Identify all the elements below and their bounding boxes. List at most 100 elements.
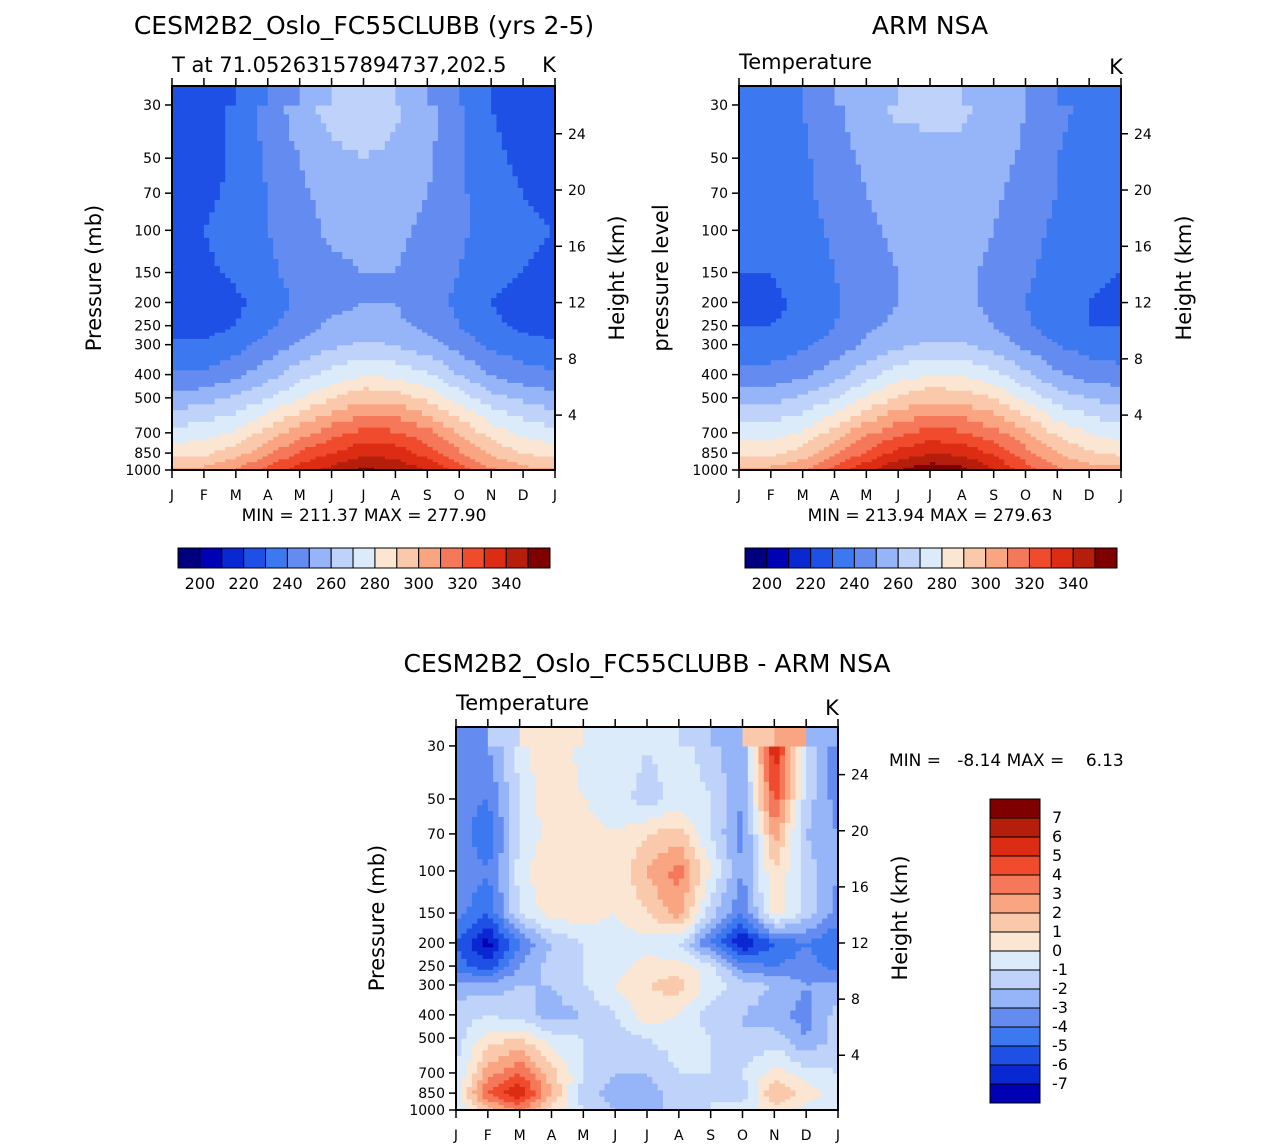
- contour-cell: [353, 283, 359, 289]
- contour-cell: [395, 310, 401, 314]
- contour-cell: [294, 140, 300, 149]
- contour-cell: [300, 390, 306, 394]
- contour-cell: [417, 251, 423, 259]
- contour-cell: [401, 306, 407, 310]
- contour-cell: [369, 224, 375, 231]
- contour-cell: [273, 244, 279, 252]
- contour-cell: [523, 287, 529, 293]
- contour-cell: [342, 105, 348, 114]
- contour-cell: [374, 278, 380, 284]
- contour-cell: [278, 182, 284, 188]
- contour-cell: [422, 390, 428, 394]
- contour-cell: [204, 390, 210, 394]
- contour-cell: [411, 199, 417, 206]
- contour-cell: [199, 193, 205, 200]
- contour-cell: [470, 382, 476, 386]
- contour-cell: [305, 251, 311, 259]
- contour-cell: [491, 193, 497, 200]
- contour-cell: [427, 345, 433, 351]
- contour-cell: [326, 278, 332, 284]
- contour-cell: [204, 244, 210, 252]
- contour-cell: [273, 164, 279, 170]
- contour-cell: [268, 350, 274, 356]
- contour-cell: [390, 378, 396, 382]
- contour-cell: [358, 390, 364, 394]
- contour-cell: [443, 322, 449, 326]
- contour-cell: [512, 310, 518, 314]
- contour-cell: [183, 158, 189, 164]
- contour-cell: [321, 114, 327, 123]
- contour-cell: [305, 176, 311, 182]
- contour-cell: [496, 218, 502, 225]
- contour-cell: [374, 132, 380, 141]
- contour-cell: [358, 302, 364, 306]
- contour-cell: [518, 287, 524, 293]
- contour-cell: [544, 283, 550, 289]
- contour-cell: [390, 292, 396, 298]
- contour-cell: [475, 212, 481, 219]
- contour-cell: [502, 421, 508, 427]
- contour-cell: [374, 390, 380, 394]
- contour-cell: [326, 212, 332, 219]
- contour-cell: [401, 164, 407, 170]
- contour-cell: [422, 218, 428, 225]
- contour-cell: [491, 318, 497, 322]
- contour-cell: [289, 297, 295, 303]
- contour-cell: [465, 206, 471, 213]
- contour-cell: [374, 318, 380, 322]
- contour-cell: [374, 310, 380, 314]
- contour-cell: [300, 314, 306, 318]
- contour-cell: [534, 375, 540, 379]
- contour-cell: [507, 375, 513, 379]
- contour-cell: [332, 258, 338, 266]
- contour-cell: [188, 251, 194, 259]
- contour-cell: [411, 382, 417, 386]
- contour-cell: [528, 187, 534, 193]
- contour-cell: [262, 105, 268, 114]
- contour-cell: [406, 278, 412, 284]
- contour-cell: [332, 310, 338, 314]
- contour-cell: [316, 193, 322, 200]
- contour-cell: [348, 265, 354, 273]
- contour-cell: [199, 105, 205, 114]
- contour-cell: [528, 273, 534, 279]
- contour-cell: [342, 350, 348, 356]
- contour-cell: [183, 410, 189, 416]
- contour-cell: [443, 224, 449, 231]
- contour-cell: [470, 265, 476, 273]
- contour-cell: [449, 224, 455, 231]
- contour-cell: [300, 105, 306, 114]
- contour-cell: [348, 224, 354, 231]
- contour-cell: [342, 170, 348, 176]
- contour-cell: [316, 212, 322, 219]
- contour-cell: [236, 258, 242, 266]
- contour-cell: [284, 237, 290, 245]
- contour-cell: [544, 237, 550, 245]
- contour-cell: [262, 273, 268, 279]
- contour-cell: [252, 149, 258, 158]
- contour-cell: [465, 410, 471, 416]
- contour-cell: [257, 370, 263, 376]
- contour-cell: [534, 199, 540, 206]
- contour-cell: [481, 182, 487, 188]
- contour-cell: [438, 410, 444, 416]
- contour-cell: [406, 322, 412, 326]
- contour-cell: [294, 318, 300, 322]
- contour-cell: [225, 251, 231, 259]
- contour-cell: [539, 193, 545, 200]
- contour-cell: [273, 302, 279, 306]
- contour-cell: [496, 158, 502, 164]
- contour-cell: [518, 350, 524, 356]
- contour-cell: [199, 314, 205, 318]
- contour-cell: [379, 394, 385, 398]
- contour-cell: [395, 158, 401, 164]
- contour-cell: [449, 278, 455, 284]
- contour-cell: [411, 212, 417, 219]
- contour-cell: [401, 218, 407, 225]
- contour-cell: [353, 158, 359, 164]
- contour-cell: [337, 251, 343, 259]
- contour-cell: [459, 287, 465, 293]
- contour-cell: [539, 345, 545, 351]
- contour-cell: [321, 224, 327, 231]
- contour-cell: [358, 164, 364, 170]
